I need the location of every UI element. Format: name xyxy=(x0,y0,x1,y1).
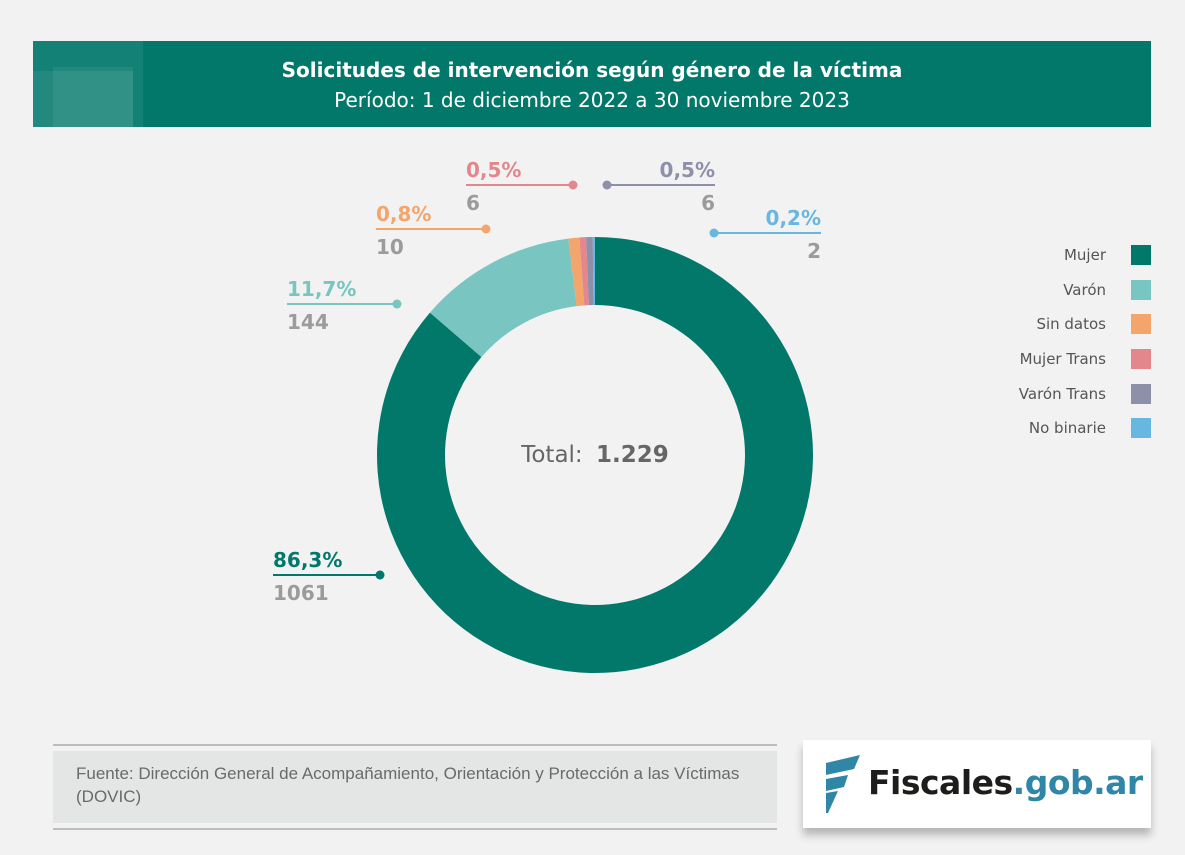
legend-item-mujer: Mujer xyxy=(1019,238,1151,273)
donut-slice-varon-trans xyxy=(586,237,594,306)
header-decoration xyxy=(33,41,143,127)
percent-label-mujer-trans: 0,5% xyxy=(466,158,521,182)
source-text: Fuente: Dirección General de Acompañamie… xyxy=(76,764,740,806)
legend-swatch xyxy=(1131,279,1151,300)
percent-label-sin-datos: 0,8% xyxy=(376,202,431,226)
fiscales-logo: Fiscales.gob.ar xyxy=(803,740,1151,828)
value-label-sin-datos: 10 xyxy=(376,235,404,259)
callout-dot-mujer-trans xyxy=(568,180,578,190)
donut-slice-sin-datos xyxy=(568,237,585,307)
legend-swatch xyxy=(1131,314,1151,335)
legend-swatch xyxy=(1131,245,1151,266)
source-box: Fuente: Dirección General de Acompañamie… xyxy=(53,744,777,830)
percent-label-varon: 11,7% xyxy=(287,277,356,301)
value-label-mujer-trans: 6 xyxy=(466,191,480,215)
legend-label: Mujer Trans xyxy=(1019,350,1106,369)
header-decoration xyxy=(53,67,133,127)
logo-main-text: Fiscales xyxy=(868,763,1013,802)
center-total-label: Total: 1.229 xyxy=(520,442,669,468)
legend-swatch xyxy=(1131,418,1151,439)
legend-item-sin-datos: Sin datos xyxy=(1019,307,1151,342)
center-total-value: 1.229 xyxy=(596,442,669,468)
value-label-varon: 144 xyxy=(287,310,329,334)
donut-slice-varon xyxy=(429,238,577,358)
chart-header: Solicitudes de intervención según género… xyxy=(33,41,1151,127)
legend-item-no-binarie: No binarie xyxy=(1019,411,1151,446)
percent-label-no-binarie: 0,2% xyxy=(766,206,821,230)
callouts: 86,3% 1061 11,7% 144 0,8% 10 0,5% 6 0,5% 6 0,2% 2 xyxy=(273,158,821,605)
legend-label: Varón Trans xyxy=(1018,384,1106,403)
center-total-prefix: Total: xyxy=(520,442,582,468)
donut-slice-mujer xyxy=(377,237,813,673)
percent-label-varon-trans: 0,5% xyxy=(660,158,715,182)
value-label-mujer: 1061 xyxy=(273,581,329,605)
chart-title: Solicitudes de intervención según género… xyxy=(281,58,903,82)
legend-label: Mujer xyxy=(1063,246,1106,265)
chart-subtitle: Período: 1 de diciembre 2022 a 30 noviem… xyxy=(334,88,850,112)
percent-label-mujer: 86,3% xyxy=(273,548,342,572)
legend-label: No binarie xyxy=(1028,419,1106,438)
legend-label: Sin datos xyxy=(1036,315,1106,334)
header-decoration xyxy=(33,71,133,127)
donut-slice-no-binarie xyxy=(592,237,595,306)
donut-slices xyxy=(377,237,813,673)
callout-dot-sin-datos xyxy=(481,224,491,234)
logo-suffix-text: .gob.ar xyxy=(1012,763,1144,802)
callout-dot-mujer xyxy=(375,570,385,580)
legend-swatch xyxy=(1131,383,1151,404)
legend: Mujer Varón Sin datos Mujer Trans Varón … xyxy=(1019,238,1151,446)
value-label-varon-trans: 6 xyxy=(701,191,715,215)
callout-dot-varon-trans xyxy=(602,180,612,190)
legend-swatch xyxy=(1131,349,1151,370)
value-label-no-binarie: 2 xyxy=(807,239,821,263)
callout-dot-no-binarie xyxy=(709,228,719,238)
legend-item-varon-trans: Varón Trans xyxy=(1019,376,1151,411)
legend-item-varon: Varón xyxy=(1019,273,1151,308)
legend-label: Varón xyxy=(1063,280,1106,299)
fiscales-f-logo-icon xyxy=(826,755,860,813)
callout-dot-varon xyxy=(392,299,402,309)
legend-item-mujer-trans: Mujer Trans xyxy=(1019,342,1151,377)
donut-slice-mujer-trans xyxy=(579,237,589,306)
